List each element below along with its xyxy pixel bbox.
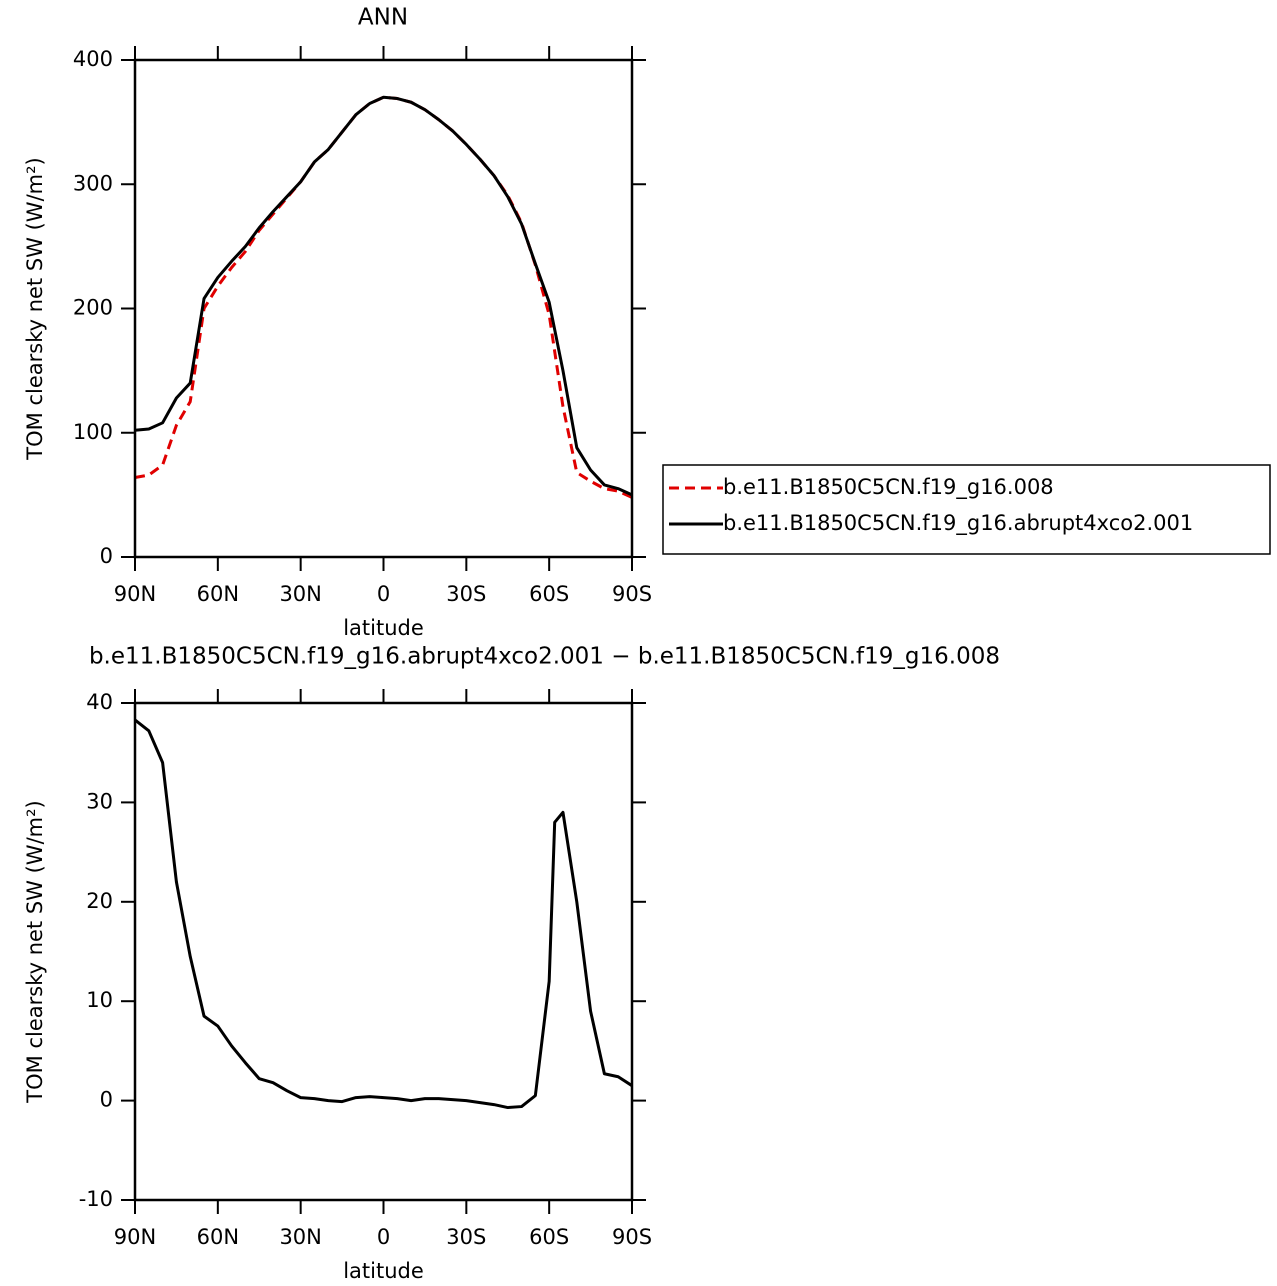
x-tick-label: 0 bbox=[377, 582, 390, 606]
data-line bbox=[134, 718, 633, 1110]
x-tick-label: 0 bbox=[377, 1225, 390, 1249]
plot-frame bbox=[133, 701, 634, 1202]
x-tick-label: 60S bbox=[529, 582, 569, 606]
y-tick-label: 40 bbox=[86, 690, 113, 714]
x-tick-label: 90S bbox=[612, 582, 652, 606]
x-tick-label: 60S bbox=[529, 1225, 569, 1249]
y-tick-label: 0 bbox=[100, 1088, 113, 1112]
chart-title: ANN bbox=[358, 5, 408, 31]
y-tick-label: 400 bbox=[73, 47, 113, 71]
x-axis-label: latitude bbox=[343, 616, 424, 640]
data-line bbox=[134, 95, 633, 499]
x-tick-label: 30S bbox=[446, 1225, 486, 1249]
legend-box bbox=[662, 464, 1271, 555]
legend-label: b.e11.B1850C5CN.f19_g16.abrupt4xco2.001 bbox=[723, 511, 1193, 536]
y-tick-label: 0 bbox=[100, 544, 113, 568]
y-tick-label: 30 bbox=[86, 789, 113, 813]
y-tick-label: 300 bbox=[73, 171, 113, 195]
x-axis-label: latitude bbox=[343, 1259, 424, 1283]
x-tick-label: 30N bbox=[279, 1225, 321, 1249]
x-tick-label: 30N bbox=[279, 582, 321, 606]
x-tick-label: 60N bbox=[197, 1225, 239, 1249]
y-axis-label: TOM clearsky net SW (W/m²) bbox=[23, 157, 47, 460]
y-tick-label: -10 bbox=[79, 1187, 113, 1211]
plot-frame bbox=[133, 58, 634, 559]
y-axis-label: TOM clearsky net SW (W/m²) bbox=[23, 800, 47, 1103]
data-line bbox=[134, 95, 633, 497]
chart-title: b.e11.B1850C5CN.f19_g16.abrupt4xco2.001 … bbox=[89, 644, 1000, 670]
y-tick-label: 200 bbox=[73, 296, 113, 320]
x-tick-label: 60N bbox=[197, 582, 239, 606]
x-tick-label: 90N bbox=[114, 582, 156, 606]
x-tick-label: 90N bbox=[114, 1225, 156, 1249]
y-tick-label: 10 bbox=[86, 988, 113, 1012]
y-tick-label: 20 bbox=[86, 889, 113, 913]
x-tick-label: 30S bbox=[446, 582, 486, 606]
y-tick-label: 100 bbox=[73, 420, 113, 444]
x-tick-label: 90S bbox=[612, 1225, 652, 1249]
legend-label: b.e11.B1850C5CN.f19_g16.008 bbox=[723, 475, 1054, 500]
